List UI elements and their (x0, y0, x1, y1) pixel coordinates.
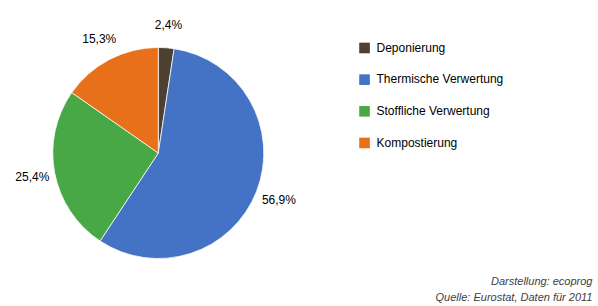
svg-text:Stoffliche Verwertung: Stoffliche Verwertung (377, 104, 490, 118)
svg-text:Kompostierung: Kompostierung (377, 136, 458, 150)
svg-text:Thermische Verwertung: Thermische Verwertung (377, 72, 504, 86)
svg-text:25,4%: 25,4% (15, 170, 49, 184)
svg-text:15,3%: 15,3% (82, 32, 116, 46)
svg-text:Quelle: Eurostat, Daten für 20: Quelle: Eurostat, Daten für 2011 (436, 291, 593, 303)
svg-text:2,4%: 2,4% (155, 18, 183, 32)
svg-text:Darstellung: ecoprog: Darstellung: ecoprog (491, 275, 593, 287)
svg-text:56,9%: 56,9% (262, 193, 296, 207)
svg-text:Deponierung: Deponierung (377, 41, 446, 55)
